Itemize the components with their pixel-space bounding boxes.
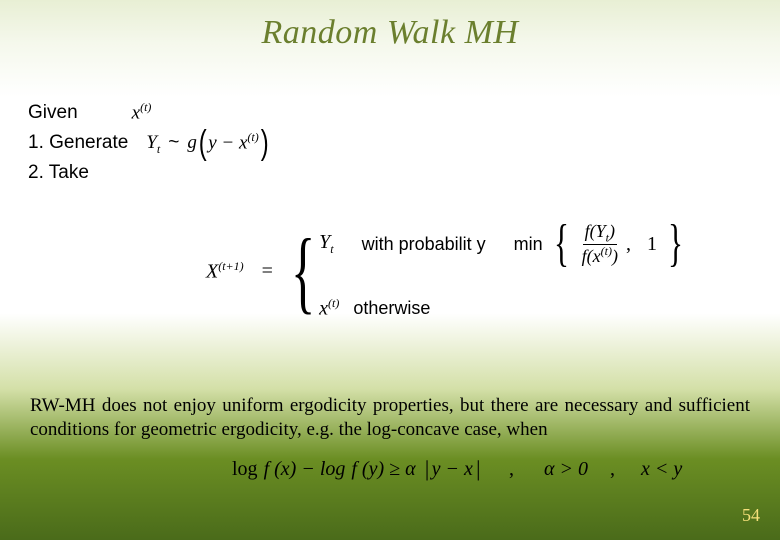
frac-num: f(Yt) [583, 222, 617, 245]
cond-p1: log [232, 458, 258, 481]
one: 1 [647, 233, 657, 256]
abs-expr: y − x [422, 456, 483, 482]
min-word: min [514, 234, 543, 255]
step1-inner: y − x(t) [208, 128, 259, 158]
case-accept: Yt with probabilit y min { f(Yt) f(x(t)) [319, 222, 688, 266]
step1-Y: Yt [146, 128, 160, 158]
update-equation: X(t+1) = { Yt with probabilit y min { f(… [206, 222, 688, 321]
given-symbol: x(t) [132, 98, 152, 128]
lparen-icon: ( [199, 130, 207, 156]
body-paragraph: RW-MH does not enjoy uniform ergodicity … [30, 394, 750, 443]
rparen-icon: ) [260, 130, 268, 156]
step2-label: 2. Take [28, 158, 89, 187]
left-brace-icon: { [291, 230, 315, 312]
case1-text: with probabilit y [362, 234, 486, 255]
page-number: 54 [742, 505, 760, 526]
min-expression: min { f(Yt) f(x(t)) , 1 } [514, 222, 688, 266]
cond-xy: x < y [641, 458, 682, 481]
step1-label: 1. Generate [28, 128, 128, 157]
slide: Random Walk MH Given x(t) 1. Generate Yt… [0, 0, 780, 540]
case-reject: x(t) otherwise [319, 296, 688, 321]
case2-x: x(t) [319, 296, 339, 321]
cond-p3: f (y) ≥ α [351, 458, 415, 481]
step1-g: g [187, 128, 197, 157]
algo-given-row: Given x(t) [28, 98, 270, 128]
tilde: ~ [168, 128, 179, 157]
cond-alpha: α > 0 [544, 458, 588, 481]
algo-step1-row: 1. Generate Yt ~ g ( y − x(t) ) [28, 128, 270, 158]
lcurly-icon: { [554, 222, 569, 266]
log-concave-condition: log f (x) − log f (y) ≥ α y − x , α > 0 … [232, 456, 682, 482]
rcurly-icon: } [668, 222, 683, 266]
case1-Y: Yt [319, 231, 333, 257]
comma: , [626, 233, 631, 256]
cond-comma1: , [509, 458, 514, 481]
cond-comma2: , [610, 458, 615, 481]
algorithm-block: Given x(t) 1. Generate Yt ~ g ( y − x(t)… [28, 98, 270, 188]
equals: = [262, 260, 273, 283]
cases: Yt with probabilit y min { f(Yt) f(x(t)) [319, 222, 688, 321]
ratio-fraction: f(Yt) f(x(t)) [580, 222, 620, 266]
cond-p2: f (x) − log [264, 458, 346, 481]
slide-title: Random Walk MH [0, 0, 780, 52]
frac-den: f(x(t)) [580, 245, 620, 266]
given-label: Given [28, 98, 78, 127]
eq-lhs: X(t+1) [206, 259, 244, 284]
algo-step2-row: 2. Take [28, 158, 270, 187]
case2-text: otherwise [353, 298, 430, 319]
